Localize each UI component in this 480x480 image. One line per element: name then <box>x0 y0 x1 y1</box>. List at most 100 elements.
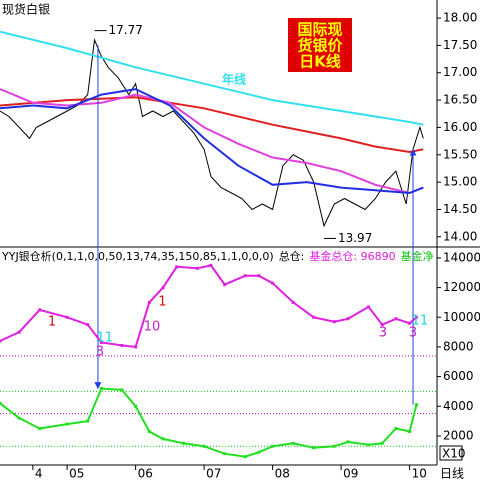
x-tick-label: 05 <box>69 467 84 480</box>
y-tick-label: 10000 <box>443 310 480 324</box>
series-label: 年线 <box>222 72 246 87</box>
high-label: 17.77 <box>109 23 143 37</box>
indicator-header: 总仓: <box>279 249 305 263</box>
series-point <box>346 440 350 444</box>
series-point <box>380 441 384 445</box>
series-point <box>243 274 247 278</box>
y-tick-label: 17.00 <box>443 65 477 79</box>
x-tick-label: 06 <box>138 467 153 480</box>
annotation: 11 <box>97 331 114 346</box>
series-point <box>134 404 138 408</box>
annotation: 3 <box>409 325 417 340</box>
y-tick-label: 14.50 <box>443 202 477 216</box>
series-point <box>312 315 316 319</box>
series-point <box>17 330 21 334</box>
series-point <box>414 315 418 319</box>
x-tick-label: 08 <box>275 467 290 480</box>
box-title: 国际现 <box>297 21 342 39</box>
y-tick-label: 4000 <box>443 399 474 413</box>
series-point <box>65 315 69 319</box>
y-tick-label: 15.50 <box>443 147 477 161</box>
annotation: 3 <box>379 325 387 340</box>
series-point <box>332 444 336 448</box>
indicator-header: 基金总仓: 96890 <box>309 249 395 263</box>
series-point <box>202 444 206 448</box>
annotation: 1 <box>48 314 56 329</box>
series-point <box>161 286 165 290</box>
series-point <box>65 422 69 426</box>
series-line <box>0 88 424 195</box>
indicator-header: 基金净 <box>401 249 434 263</box>
y-tick-label: 6000 <box>443 369 474 383</box>
x-label: 日线 <box>440 467 464 480</box>
box-title: 货银价 <box>297 37 343 55</box>
series-point <box>209 263 213 267</box>
series-point <box>223 283 227 287</box>
series-point <box>86 419 90 423</box>
series-point <box>394 427 398 431</box>
series-point <box>175 265 179 269</box>
series-point <box>394 317 398 321</box>
series-point <box>86 323 90 327</box>
annotation: 10 <box>144 319 161 334</box>
y-tick-label: 8000 <box>443 339 474 353</box>
series-point <box>291 300 295 304</box>
annotation: 1 <box>158 294 166 309</box>
series-point <box>332 320 336 324</box>
series-point <box>99 386 103 390</box>
series-point <box>161 437 165 441</box>
series-line <box>0 264 418 348</box>
x-tick-label: 07 <box>206 467 221 480</box>
y-tick-label: 16.00 <box>443 120 477 134</box>
series-point <box>312 446 316 450</box>
series-point <box>147 429 151 433</box>
x-tick-label: 4 <box>35 467 43 480</box>
series-point <box>414 403 418 407</box>
series-point <box>223 452 227 456</box>
series-point <box>195 266 199 270</box>
series-point <box>367 305 371 309</box>
low-label: 13.97 <box>338 231 372 245</box>
series-point <box>408 429 412 433</box>
annotation: 3 <box>96 344 104 359</box>
series-point <box>346 317 350 321</box>
series-point <box>257 274 261 278</box>
series-point <box>38 427 42 431</box>
series-point <box>99 340 103 344</box>
series-point <box>182 441 186 445</box>
title-box <box>288 18 352 72</box>
series-point <box>120 388 124 392</box>
series-point <box>17 416 21 420</box>
series-point <box>0 339 2 343</box>
series-point <box>0 401 2 405</box>
series-point <box>38 308 42 312</box>
x-tick-label: 09 <box>343 467 358 480</box>
y-tick-label: 12000 <box>443 280 480 294</box>
series-point <box>243 455 247 459</box>
y-tick-label: 14000 <box>443 250 480 264</box>
y-tick-label: 2000 <box>443 428 474 442</box>
y-tick-label: 17.50 <box>443 38 477 52</box>
series-point <box>257 450 261 454</box>
scale-label: X10 <box>442 447 466 461</box>
x-tick-label: 10 <box>412 467 427 480</box>
series-line <box>0 30 424 126</box>
scale-box <box>439 445 463 461</box>
series-point <box>408 321 412 325</box>
series-point <box>147 300 151 304</box>
y-tick-label: 15.00 <box>443 175 477 189</box>
chart-title: 现货白银 <box>2 2 50 17</box>
y-tick-label: 16.50 <box>443 93 477 107</box>
box-title: 日K线 <box>299 53 341 71</box>
series-point <box>367 443 371 447</box>
series-point <box>380 323 384 327</box>
series-point <box>291 441 295 445</box>
series-line <box>0 37 424 228</box>
series-point <box>271 281 275 285</box>
annotation: 11 <box>412 313 429 328</box>
indicator-header: YYJ银仓析(0,1,1,0,0,50,13,74,35,150,85,1,1,… <box>1 249 274 263</box>
y-tick-label: 14.00 <box>443 229 477 243</box>
